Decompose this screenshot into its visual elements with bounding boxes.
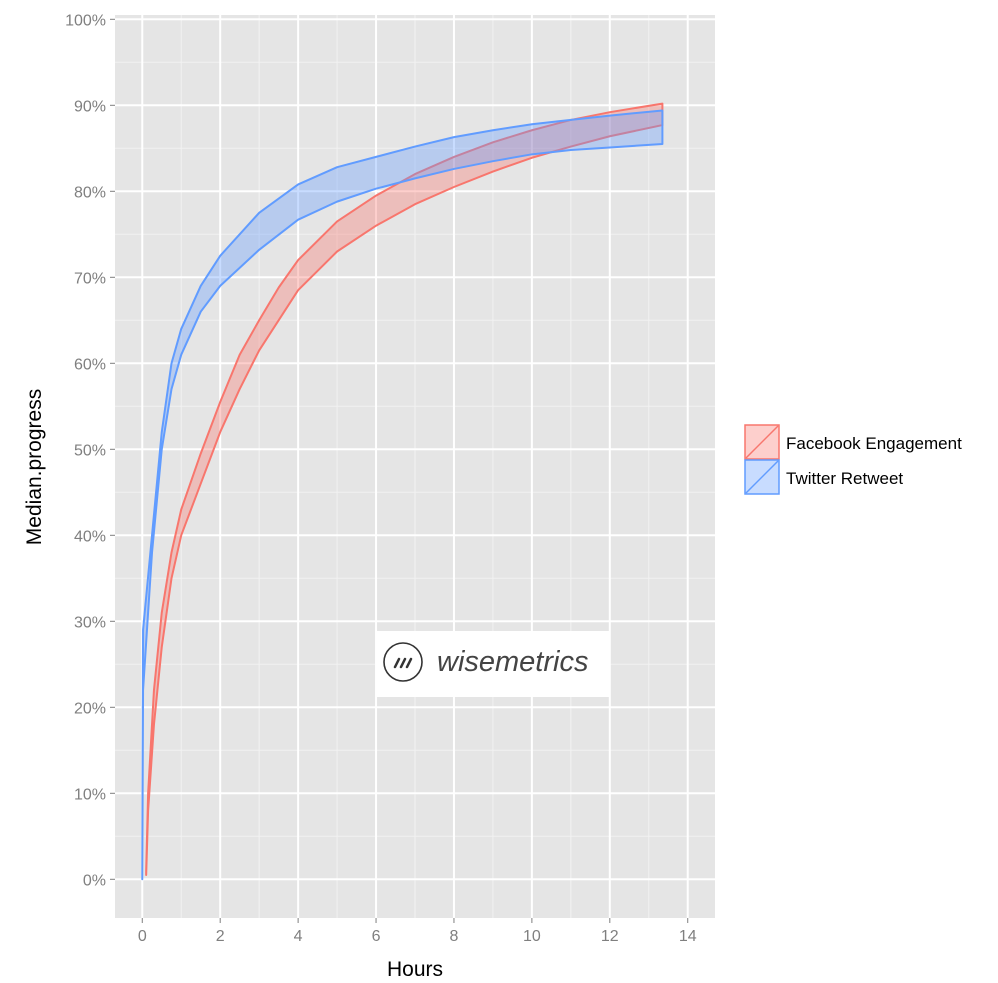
x-tick-label: 2: [216, 928, 225, 945]
y-tick-label: 60%: [74, 356, 106, 373]
y-tick-label: 20%: [74, 700, 106, 717]
x-axis-label: Hours: [387, 958, 443, 981]
x-tick-label: 14: [679, 928, 697, 945]
y-tick-label: 50%: [74, 442, 106, 459]
y-tick-label: 40%: [74, 528, 106, 545]
legend-key-diagonal: [745, 460, 779, 494]
y-tick-label: 70%: [74, 270, 106, 287]
y-tick-label: 30%: [74, 614, 106, 631]
legend-key-diagonal: [745, 425, 779, 459]
legend: Facebook Engagement Twitter Retweet: [744, 424, 962, 495]
x-tick-label: 4: [294, 928, 303, 945]
x-tick-label: 8: [450, 928, 459, 945]
legend-label-twitter-retweet: Twitter Retweet: [786, 469, 903, 488]
x-tick-label: 10: [523, 928, 541, 945]
y-tick-label: 80%: [74, 184, 106, 201]
y-axis-label: Median.progress: [23, 389, 46, 545]
x-tick-label: 12: [601, 928, 619, 945]
axes: 0 2 4 6 8 10 12 14 0% 10% 20% 30% 40% 50% 60% 70% 80% 90%…: [65, 12, 697, 945]
legend-label-facebook-engagement: Facebook Engagement: [786, 434, 962, 453]
y-tick-label: 100%: [65, 12, 106, 29]
y-tick-label: 10%: [74, 786, 106, 803]
x-tick-label: 6: [372, 928, 381, 945]
ribbon-twitter-retweet: [141, 109, 664, 881]
y-tick-label: 90%: [74, 98, 106, 115]
x-tick-label: 0: [138, 928, 147, 945]
watermark-text: wisemetrics: [437, 646, 588, 678]
ribbons: [141, 102, 664, 881]
y-tick-label: 0%: [83, 872, 106, 889]
watermark-logo: wisemetrics: [376, 631, 609, 697]
